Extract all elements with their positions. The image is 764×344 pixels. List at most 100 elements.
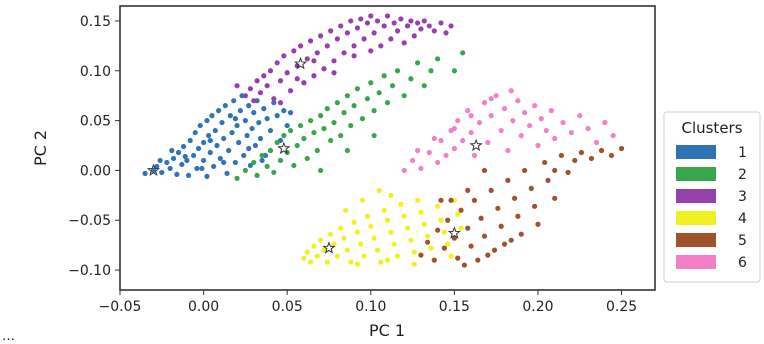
data-point xyxy=(222,103,228,109)
data-point xyxy=(307,38,314,44)
data-point xyxy=(543,127,549,134)
x-tick-label: 0.20 xyxy=(522,299,553,315)
legend-swatch xyxy=(676,167,716,181)
data-point xyxy=(451,68,457,74)
data-point xyxy=(344,147,350,154)
data-point xyxy=(354,25,361,31)
data-point xyxy=(460,137,466,144)
legend-label: 3 xyxy=(738,189,747,205)
data-point xyxy=(401,213,407,219)
data-point xyxy=(251,110,257,116)
data-point xyxy=(441,245,447,251)
data-point xyxy=(501,106,508,112)
legend-entries: 1 2 3 4 5 6 xyxy=(676,145,747,271)
data-point xyxy=(200,139,207,146)
data-point xyxy=(234,83,240,89)
data-point xyxy=(311,129,317,136)
data-point xyxy=(334,100,340,106)
data-point xyxy=(527,122,533,129)
data-point xyxy=(328,137,334,144)
legend-swatch xyxy=(676,255,716,269)
data-point xyxy=(318,113,324,119)
data-point xyxy=(287,88,294,94)
data-point xyxy=(602,119,608,126)
data-point xyxy=(331,70,337,76)
data-point xyxy=(418,209,424,215)
cluster-4-centroid-star-icon xyxy=(322,241,336,254)
data-point xyxy=(297,122,304,129)
data-point xyxy=(224,170,230,177)
data-point xyxy=(254,172,260,179)
data-point xyxy=(388,192,394,198)
data-point xyxy=(488,96,494,102)
cluster-6-points xyxy=(401,88,616,174)
data-point xyxy=(475,257,481,263)
data-point xyxy=(331,58,337,64)
data-point xyxy=(448,23,454,29)
data-point xyxy=(284,70,290,76)
data-point xyxy=(593,139,600,146)
data-point xyxy=(142,170,148,177)
data-point xyxy=(359,116,366,122)
data-point xyxy=(284,122,290,129)
x-tick-label: 0.10 xyxy=(355,299,386,315)
data-point xyxy=(271,100,277,106)
data-point xyxy=(510,117,516,124)
data-point xyxy=(341,110,347,116)
data-point xyxy=(187,137,193,144)
data-point xyxy=(368,13,374,19)
data-point xyxy=(548,108,554,114)
data-point xyxy=(264,83,270,89)
data-point xyxy=(560,119,566,126)
data-point xyxy=(251,159,257,166)
data-point xyxy=(414,197,421,203)
data-point xyxy=(381,207,387,213)
data-point xyxy=(409,157,416,164)
data-point xyxy=(351,53,357,59)
data-point xyxy=(552,195,558,201)
cluster-2-centroid-star-icon xyxy=(277,141,291,155)
data-point xyxy=(359,197,366,203)
data-point xyxy=(344,30,350,36)
data-point xyxy=(338,132,344,139)
x-axis-ticks: −0.05 0.00 0.05 0.10 0.15 0.20 0.25 xyxy=(99,290,637,315)
data-point xyxy=(404,23,411,29)
data-point xyxy=(411,261,417,267)
data-point xyxy=(227,113,233,119)
data-point xyxy=(194,165,200,172)
data-point xyxy=(169,147,175,154)
data-point xyxy=(398,16,404,22)
data-point xyxy=(301,255,307,261)
data-point xyxy=(364,20,371,26)
data-point xyxy=(170,155,177,162)
data-point xyxy=(426,149,432,156)
cluster-5-points xyxy=(418,145,625,268)
data-point xyxy=(371,235,377,241)
data-point xyxy=(368,48,374,54)
data-point xyxy=(318,167,324,174)
data-point xyxy=(297,43,304,49)
data-point xyxy=(185,172,192,179)
data-point xyxy=(485,252,491,258)
data-point xyxy=(247,86,254,92)
data-point xyxy=(438,197,444,203)
data-point xyxy=(358,241,364,247)
legend-swatch xyxy=(676,189,716,203)
data-point xyxy=(376,187,382,193)
data-point xyxy=(204,173,210,179)
data-point xyxy=(267,127,274,134)
data-point xyxy=(435,203,441,209)
data-point xyxy=(418,26,424,32)
data-point xyxy=(478,215,484,221)
data-point xyxy=(182,153,188,160)
data-point xyxy=(277,78,284,84)
data-point xyxy=(445,217,451,223)
x-tick-label: −0.05 xyxy=(99,299,142,315)
data-point xyxy=(361,36,367,42)
data-point xyxy=(455,211,461,217)
data-point xyxy=(518,132,524,139)
y-axis-label: PC 2 xyxy=(31,130,50,166)
cropped-caption-fragment: … xyxy=(2,329,15,344)
data-point xyxy=(401,40,407,46)
